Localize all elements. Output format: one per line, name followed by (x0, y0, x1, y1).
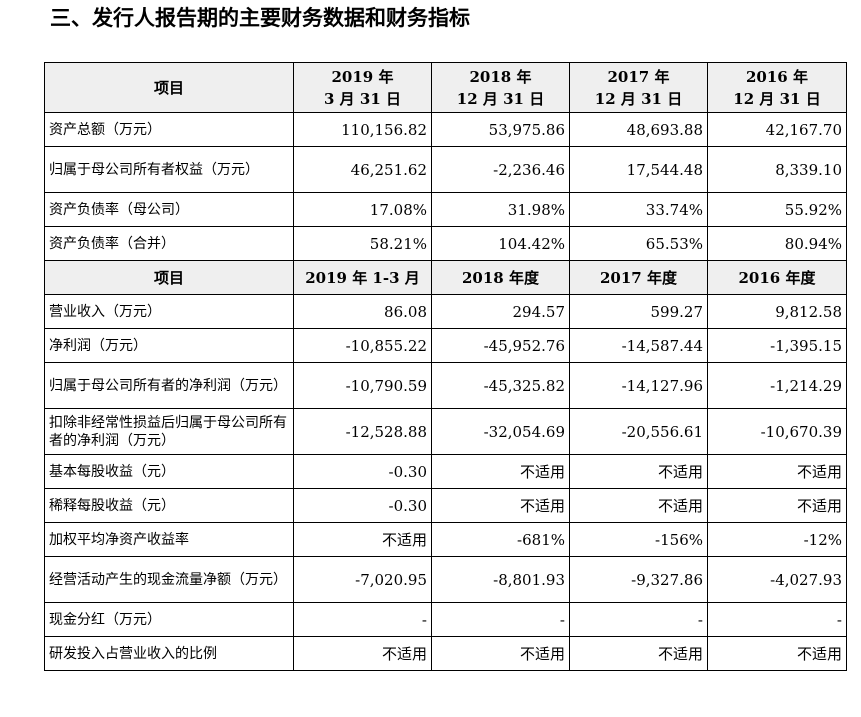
table1-header-col: 2017 年 12 月 31 日 (569, 62, 708, 113)
cell-value: -10,670.39 (707, 408, 847, 455)
section-title: 三、发行人报告期的主要财务数据和财务指标 (50, 6, 470, 30)
cell-value: 31.98% (431, 192, 570, 227)
cell-value: 不适用 (431, 454, 570, 489)
cell-value: -45,952.76 (431, 328, 570, 363)
cell-value: 17,544.48 (569, 146, 708, 193)
cell-value: 不适用 (569, 488, 708, 523)
row-label: 资产负债率（母公司） (44, 192, 294, 227)
cell-value: - (569, 602, 708, 637)
cell-value: -0.30 (293, 488, 432, 523)
cell-value: -10,855.22 (293, 328, 432, 363)
cell-value: -0.30 (293, 454, 432, 489)
cell-value: 65.53% (569, 226, 708, 261)
table-row: 扣除非经常性损益后归属于母公司所有者的净利润（万元） -12,528.88 -3… (44, 408, 847, 455)
cell-value: -7,020.95 (293, 556, 432, 603)
table2-header-col: 2019 年 1-3 月 (293, 260, 432, 295)
cell-value: -12,528.88 (293, 408, 432, 455)
cell-value: -45,325.82 (431, 362, 570, 409)
table-row: 资产负债率（母公司） 17.08% 31.98% 33.74% 55.92% (44, 192, 847, 227)
table-row: 加权平均净资产收益率 不适用 -681% -156% -12% (44, 522, 847, 557)
cell-value: -8,801.93 (431, 556, 570, 603)
table1-header-label: 项目 (44, 62, 294, 113)
cell-value: -10,790.59 (293, 362, 432, 409)
table1-header-col: 2018 年 12 月 31 日 (431, 62, 570, 113)
table2-header-col: 2017 年度 (569, 260, 708, 295)
cell-value: 58.21% (293, 226, 432, 261)
cell-value: 不适用 (431, 636, 570, 671)
row-label: 净利润（万元） (44, 328, 294, 363)
cell-value: -9,327.86 (569, 556, 708, 603)
row-label: 加权平均净资产收益率 (44, 522, 294, 557)
table1-header-col: 2016 年 12 月 31 日 (707, 62, 847, 113)
cell-value: -1,214.29 (707, 362, 847, 409)
cell-value: -14,587.44 (569, 328, 708, 363)
cell-value: 不适用 (707, 488, 847, 523)
table-row: 归属于母公司所有者权益（万元） 46,251.62 -2,236.46 17,5… (44, 146, 847, 193)
cell-value: 不适用 (569, 454, 708, 489)
cell-value: -156% (569, 522, 708, 557)
cell-value: 104.42% (431, 226, 570, 261)
cell-value: -14,127.96 (569, 362, 708, 409)
cell-value: 80.94% (707, 226, 847, 261)
cell-value: 不适用 (707, 636, 847, 671)
table-row: 归属于母公司所有者的净利润（万元） -10,790.59 -45,325.82 … (44, 362, 847, 409)
cell-value: 17.08% (293, 192, 432, 227)
cell-value: 46,251.62 (293, 146, 432, 193)
row-label: 稀释每股收益（元） (44, 488, 294, 523)
cell-value: 33.74% (569, 192, 708, 227)
cell-value: -1,395.15 (707, 328, 847, 363)
cell-value: 599.27 (569, 294, 708, 329)
table-row: 研发投入占营业收入的比例 不适用 不适用 不适用 不适用 (44, 636, 847, 671)
row-label: 归属于母公司所有者的净利润（万元） (44, 362, 294, 409)
row-label: 资产负债率（合并） (44, 226, 294, 261)
row-label: 经营活动产生的现金流量净额（万元） (44, 556, 294, 603)
table-row: 稀释每股收益（元） -0.30 不适用 不适用 不适用 (44, 488, 847, 523)
table2-header-col: 2018 年度 (431, 260, 570, 295)
cell-value: -12% (707, 522, 847, 557)
table-row: 经营活动产生的现金流量净额（万元） -7,020.95 -8,801.93 -9… (44, 556, 847, 603)
cell-value: 110,156.82 (293, 112, 432, 147)
row-label: 资产总额（万元） (44, 112, 294, 147)
table-row: 现金分红（万元） - - - - (44, 602, 847, 637)
table-row: 基本每股收益（元） -0.30 不适用 不适用 不适用 (44, 454, 847, 489)
row-label: 营业收入（万元） (44, 294, 294, 329)
cell-value: 不适用 (431, 488, 570, 523)
row-label: 基本每股收益（元） (44, 454, 294, 489)
cell-value: -681% (431, 522, 570, 557)
cell-value: 55.92% (707, 192, 847, 227)
cell-value: 42,167.70 (707, 112, 847, 147)
cell-value: -32,054.69 (431, 408, 570, 455)
cell-value: - (293, 602, 432, 637)
cell-value: - (707, 602, 847, 637)
row-label: 现金分红（万元） (44, 602, 294, 637)
table-row: 资产总额（万元） 110,156.82 53,975.86 48,693.88 … (44, 112, 847, 147)
cell-value: 不适用 (569, 636, 708, 671)
row-label: 扣除非经常性损益后归属于母公司所有者的净利润（万元） (44, 408, 294, 455)
cell-value: 294.57 (431, 294, 570, 329)
table-row: 资产负债率（合并） 58.21% 104.42% 65.53% 80.94% (44, 226, 847, 261)
cell-value: -4,027.93 (707, 556, 847, 603)
cell-value: 53,975.86 (431, 112, 570, 147)
row-label: 归属于母公司所有者权益（万元） (44, 146, 294, 193)
table-row: 净利润（万元） -10,855.22 -45,952.76 -14,587.44… (44, 328, 847, 363)
cell-value: 不适用 (293, 522, 432, 557)
row-label: 研发投入占营业收入的比例 (44, 636, 294, 671)
cell-value: 不适用 (293, 636, 432, 671)
table2-header-row: 项目 2019 年 1-3 月 2018 年度 2017 年度 2016 年度 (44, 260, 847, 295)
table2-header-col: 2016 年度 (707, 260, 847, 295)
cell-value: 9,812.58 (707, 294, 847, 329)
cell-value: -20,556.61 (569, 408, 708, 455)
cell-value: -2,236.46 (431, 146, 570, 193)
cell-value: 86.08 (293, 294, 432, 329)
cell-value: - (431, 602, 570, 637)
table2-header-label: 项目 (44, 260, 294, 295)
cell-value: 不适用 (707, 454, 847, 489)
cell-value: 8,339.10 (707, 146, 847, 193)
cell-value: 48,693.88 (569, 112, 708, 147)
table-row: 营业收入（万元） 86.08 294.57 599.27 9,812.58 (44, 294, 847, 329)
